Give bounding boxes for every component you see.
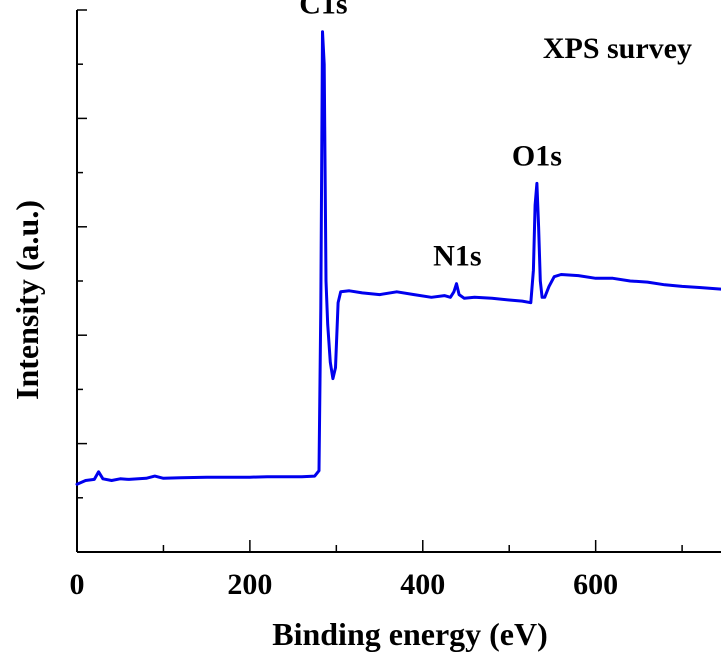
x-tick-label: 400 xyxy=(400,568,445,601)
survey-spectrum-line xyxy=(75,30,721,486)
x-tick-label: 0 xyxy=(70,568,85,601)
series-layer xyxy=(75,30,721,486)
peak-label-o1s: O1s xyxy=(512,139,562,172)
y-axis-title: Intensity (a.u.) xyxy=(9,200,45,400)
x-tick-label: 600 xyxy=(573,568,618,601)
peak-label-c1s: C1s xyxy=(299,0,347,21)
axis-ticks: 0 200 400 600 xyxy=(70,9,683,601)
chart-title: XPS survey xyxy=(543,32,692,65)
peak-annotations: C1s N1s O1s xyxy=(299,0,562,273)
peak-label-n1s: N1s xyxy=(433,240,481,273)
x-axis-title: Binding energy (eV) xyxy=(272,616,548,652)
x-tick-label: 200 xyxy=(227,568,272,601)
